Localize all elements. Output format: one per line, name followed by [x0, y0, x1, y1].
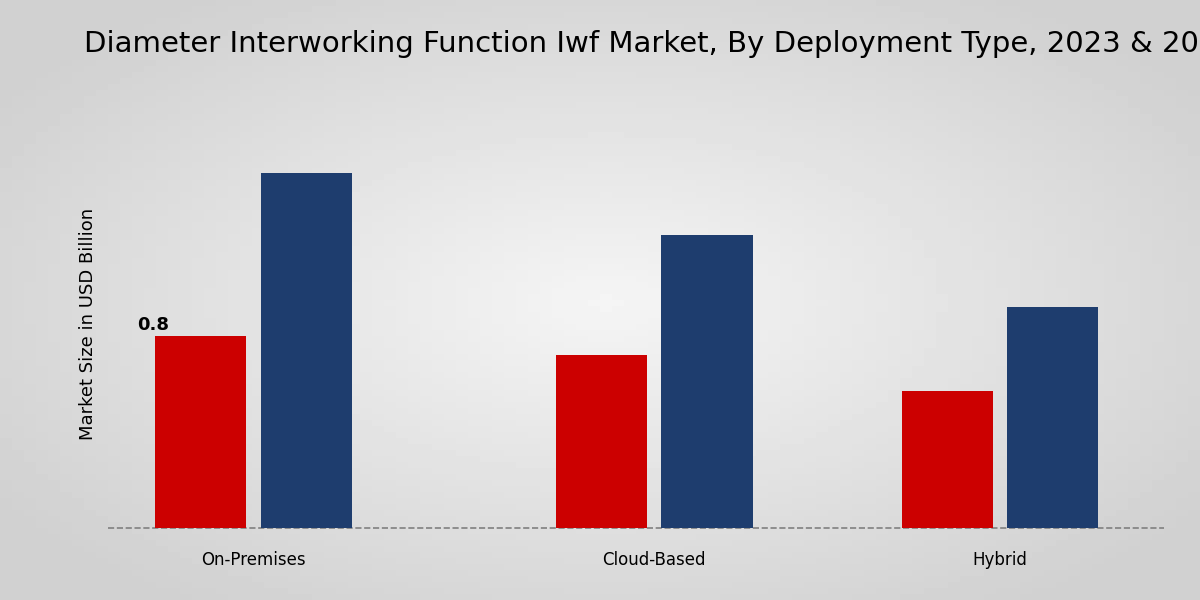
- Text: 0.8: 0.8: [138, 316, 169, 334]
- Bar: [260, 173, 352, 528]
- Bar: [661, 235, 752, 528]
- Bar: [155, 336, 246, 528]
- Bar: [1008, 307, 1098, 528]
- Bar: [902, 391, 992, 528]
- Text: Diameter Interworking Function Iwf Market, By Deployment Type, 2023 & 203: Diameter Interworking Function Iwf Marke…: [84, 30, 1200, 58]
- Y-axis label: Market Size in USD Billion: Market Size in USD Billion: [79, 208, 97, 440]
- Bar: [556, 355, 647, 528]
